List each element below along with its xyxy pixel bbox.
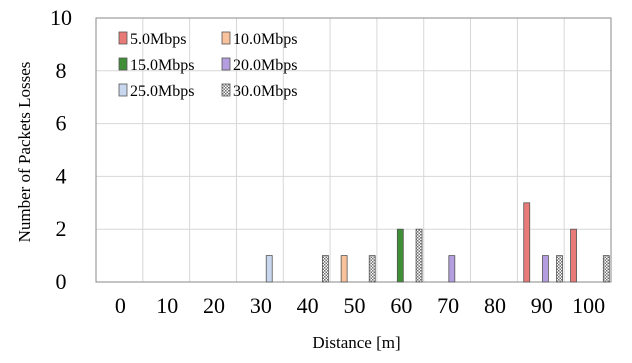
y-axis-label: Number of Packets Losses [15,62,34,243]
x-tick-label: 0 [115,293,126,318]
x-tick-label: 50 [344,293,366,318]
x-axis-label: Distance [m] [312,333,400,352]
legend-swatch [118,31,128,45]
y-tick-label: 6 [56,111,67,136]
bar-25-0mbps [265,255,273,283]
y-tick-label: 10 [50,5,72,30]
bar-30-0mbps [415,228,423,283]
y-tick-label: 4 [56,163,67,188]
legend-label: 30.0Mbps [233,83,297,100]
bar-15-0mbps [396,228,404,283]
bar-5-0mbps [570,228,577,283]
legend-swatch [221,83,231,97]
y-tick-label: 0 [56,269,67,294]
legend-label: 20.0Mbps [233,57,297,74]
legend: 5.0Mbps 10.0Mbps 15.0Mbps 20.0Mbps 25.0Mbps 3… [118,31,297,100]
bar-20-0mbps [542,255,549,283]
bar-20-0mbps [448,255,456,283]
bar-30-0mbps [368,255,376,283]
bar-30-0mbps [322,255,329,283]
bar-30-0mbps [602,255,610,283]
x-tick-label: 70 [437,293,459,318]
legend-label: 25.0Mbps [130,83,194,100]
x-tick-label: 80 [484,293,506,318]
x-tick-label: 10 [156,293,178,318]
y-tick-label: 8 [56,58,67,83]
legend-label: 10.0Mbps [233,31,297,48]
legend-swatch [221,57,231,71]
legend-label: 15.0Mbps [130,57,194,74]
x-tick-label: 90 [531,293,553,318]
x-tick-label: 60 [390,293,412,318]
legend-swatch [118,83,128,97]
bar-30-0mbps [556,255,563,283]
x-tick-label: 100 [572,293,605,318]
legend-label: 5.0Mbps [130,31,186,48]
x-tick-label: 40 [297,293,319,318]
plot-border [95,17,612,283]
y-tick-label: 2 [56,216,67,241]
x-tick-label: 20 [203,293,225,318]
bar-5-0mbps [523,202,531,283]
x-tick-label: 30 [250,293,272,318]
legend-swatch [118,57,128,71]
bar-10-0mbps [340,255,348,283]
legend-swatch [221,31,231,45]
